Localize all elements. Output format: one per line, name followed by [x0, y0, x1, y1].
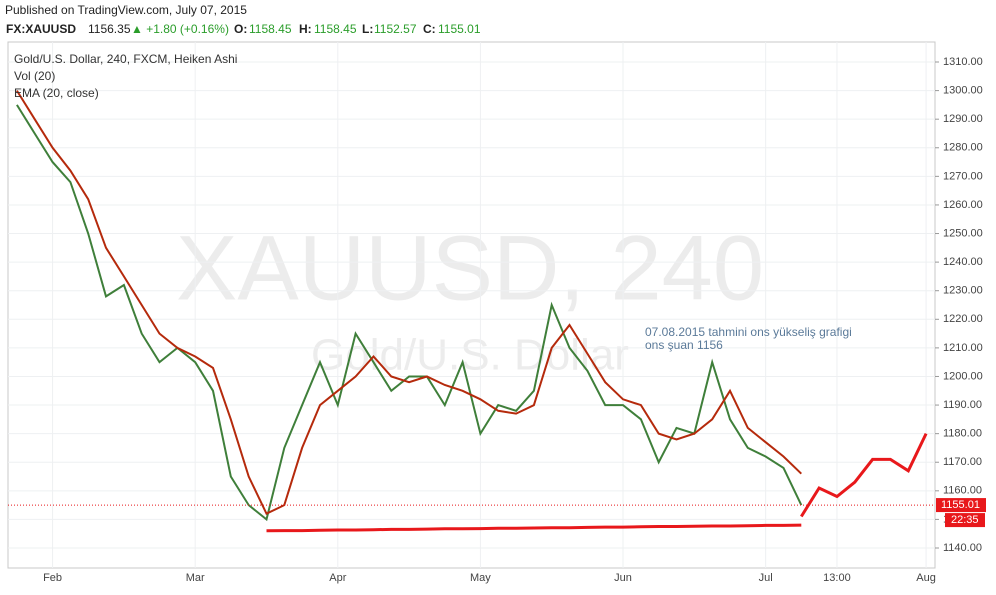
- annotation: ons şuan 1156: [645, 338, 723, 352]
- y-tick-label: 1230.00: [943, 285, 983, 297]
- y-tick-label: 1280.00: [943, 142, 983, 154]
- y-tick-label: 1240.00: [943, 256, 983, 268]
- plot-frame: [7, 41, 936, 569]
- y-tick-label: 1170.00: [943, 456, 982, 468]
- y-tick-label: 1270.00: [943, 170, 983, 182]
- x-tick-label: May: [470, 572, 491, 584]
- series-line: [16, 104, 803, 522]
- x-tick-label: Aug: [916, 572, 936, 584]
- annotation: 07.08.2015 tahmini ons yükseliş grafigi: [645, 325, 852, 339]
- y-tick-label: 1160.00: [943, 485, 982, 497]
- close-label: C:: [423, 22, 436, 36]
- x-tick-label: 13:00: [823, 572, 851, 584]
- change: ▲ +1.80 (+0.16%): [131, 22, 229, 36]
- y-tick-label: 1180.00: [943, 428, 982, 440]
- y-tick-label: 1310.00: [943, 56, 983, 68]
- symbol: FX:XAUUSD: [6, 22, 76, 36]
- x-tick-label: Jun: [614, 572, 632, 584]
- last-price-label: 1155.01: [941, 499, 980, 511]
- marks: 1155.01 22:35: [8, 90, 986, 533]
- high: 1158.45: [314, 22, 357, 36]
- last: 1156.35: [88, 22, 131, 36]
- x-tick-label: Apr: [329, 572, 346, 584]
- close: 1155.01: [438, 22, 481, 36]
- y-tick-label: 1140.00: [943, 542, 982, 554]
- y-tick-label: 1200.00: [943, 370, 983, 382]
- series-line: [266, 523, 802, 533]
- open: 1158.45: [249, 22, 292, 36]
- published-header: Published on TradingView.com, July 07, 2…: [5, 3, 247, 17]
- high-label: H:: [299, 22, 312, 36]
- x-tick-label: Feb: [43, 572, 62, 584]
- low-label: L:: [362, 22, 373, 36]
- x-tick-label: Jul: [759, 572, 773, 584]
- x-tick-label: Mar: [186, 572, 205, 584]
- legend-vol: Vol (20): [14, 69, 55, 83]
- y-tick-label: 1250.00: [943, 227, 983, 239]
- y-tick-label: 1190.00: [943, 399, 982, 411]
- open-label: O:: [234, 22, 247, 36]
- time-tag: [945, 513, 985, 528]
- watermark-symbol: XAUUSD, 240: [176, 217, 764, 319]
- y-tick-label: 1210.00: [943, 342, 983, 354]
- y-tick-label: 1220.00: [943, 313, 983, 325]
- series-line: [16, 90, 802, 516]
- legend-ema: EMA (20, close): [14, 86, 99, 100]
- y-tick-label: 1260.00: [943, 199, 983, 211]
- y-tick-label: 1300.00: [943, 85, 983, 97]
- last-price-tag: [936, 498, 986, 513]
- series-line: [800, 432, 928, 518]
- legend-main: Gold/U.S. Dollar, 240, FXCM, Heiken Ashi: [14, 52, 237, 66]
- low: 1152.57: [374, 22, 417, 36]
- y-tick-label: 1290.00: [943, 113, 983, 125]
- time-label: 22:35: [951, 514, 979, 526]
